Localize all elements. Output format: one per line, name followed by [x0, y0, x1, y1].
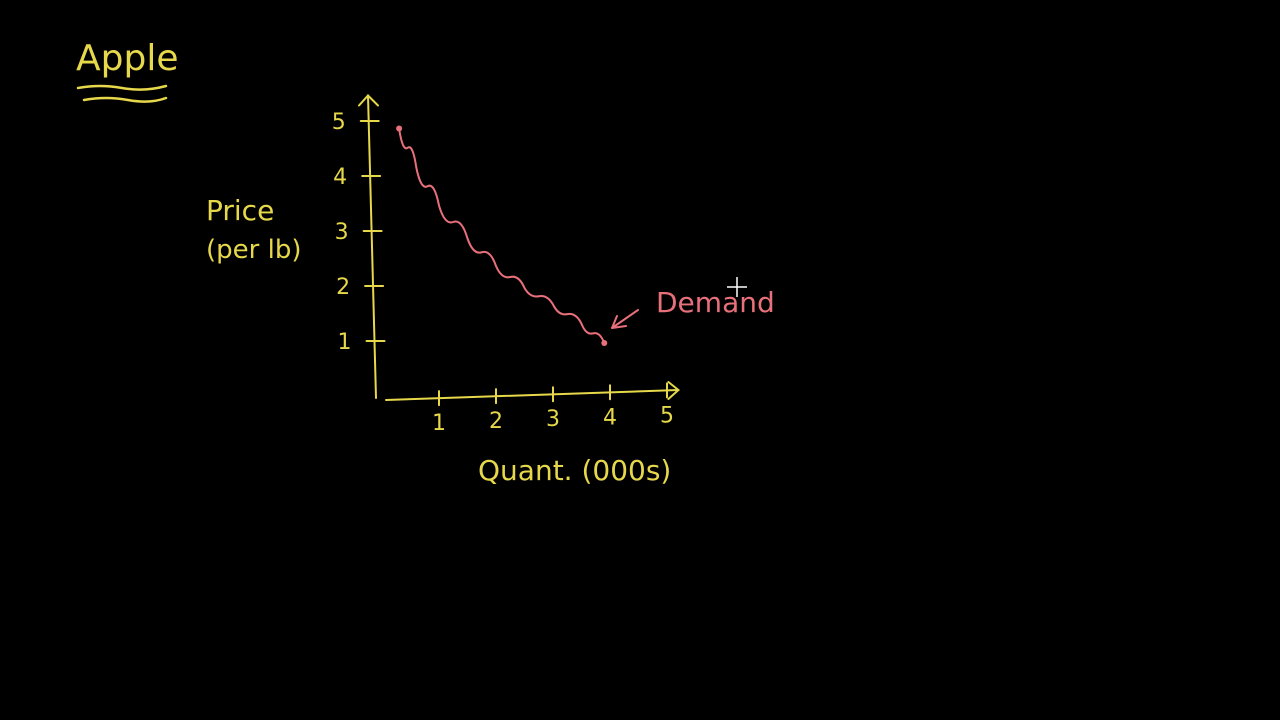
page-title: Apple — [76, 38, 178, 79]
demand-point-8 — [601, 340, 608, 346]
y-tick-label-2: 2 — [336, 275, 350, 300]
x-ticks: 1 2 3 4 5 — [432, 382, 674, 436]
x-axis-label: Quant. (000s) — [478, 454, 671, 487]
x-tick-label-3: 3 — [546, 407, 560, 432]
x-tick-label-1: 1 — [432, 411, 446, 436]
y-tick-label-4: 4 — [333, 165, 347, 190]
y-tick-label-1: 1 — [338, 330, 352, 355]
demand-curve-line — [398, 127, 606, 344]
crosshair-icon — [727, 277, 747, 297]
title-underline-1 — [76, 84, 168, 91]
x-tick-label-2: 2 — [489, 409, 503, 434]
demand-series — [396, 125, 608, 346]
x-tick-label-5: 5 — [660, 403, 674, 428]
y-tick-label-3: 3 — [335, 220, 349, 245]
y-axis-line — [367, 94, 377, 399]
y-axis-label-line1: Price — [206, 194, 274, 227]
demand-arrow — [611, 309, 639, 329]
y-tick-label-5: 5 — [332, 110, 346, 135]
y-axis-arrow — [358, 94, 379, 107]
y-ticks: 1 2 3 4 5 — [332, 110, 386, 355]
demand-point-0 — [396, 125, 403, 132]
x-axis-arrow — [667, 381, 680, 400]
x-axis-line — [385, 389, 680, 401]
chart-axes — [358, 94, 680, 401]
x-tick-label-4: 4 — [603, 405, 617, 430]
demand-annotation: Demand — [656, 286, 775, 319]
y-axis-label-line2: (per lb) — [206, 235, 301, 265]
title-underline-2 — [82, 96, 168, 103]
